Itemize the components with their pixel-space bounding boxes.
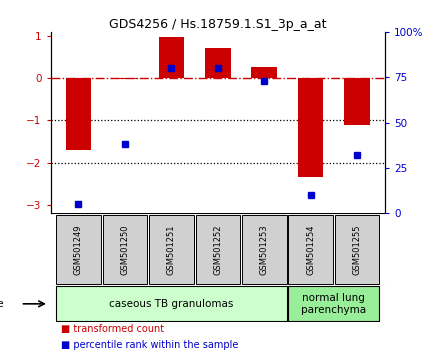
Bar	[56, 286, 286, 321]
Bar	[335, 215, 379, 284]
Bar	[205, 48, 231, 78]
Bar	[158, 37, 184, 78]
Bar	[103, 215, 147, 284]
Bar	[298, 78, 323, 177]
Text: normal lung
parenchyma: normal lung parenchyma	[301, 293, 367, 315]
Bar	[288, 215, 333, 284]
Bar	[112, 78, 138, 79]
Text: GSM501250: GSM501250	[121, 224, 129, 275]
Bar	[149, 215, 194, 284]
Text: ■ percentile rank within the sample: ■ percentile rank within the sample	[61, 340, 238, 350]
Text: GSM501253: GSM501253	[260, 224, 269, 275]
Bar	[345, 78, 370, 125]
Text: GSM501251: GSM501251	[167, 224, 176, 275]
Text: cell type: cell type	[0, 299, 4, 309]
Bar	[288, 286, 379, 321]
Text: caseous TB granulomas: caseous TB granulomas	[109, 299, 234, 309]
Bar	[252, 67, 277, 78]
Text: GSM501249: GSM501249	[74, 224, 83, 275]
Text: GSM501255: GSM501255	[352, 224, 362, 275]
Text: GSM501252: GSM501252	[213, 224, 222, 275]
Bar	[195, 215, 240, 284]
Bar	[242, 215, 286, 284]
Bar	[66, 78, 91, 150]
Text: GSM501254: GSM501254	[306, 224, 315, 275]
Bar	[56, 215, 101, 284]
Title: GDS4256 / Hs.18759.1.S1_3p_a_at: GDS4256 / Hs.18759.1.S1_3p_a_at	[109, 18, 326, 31]
Text: ■ transformed count: ■ transformed count	[61, 324, 164, 334]
